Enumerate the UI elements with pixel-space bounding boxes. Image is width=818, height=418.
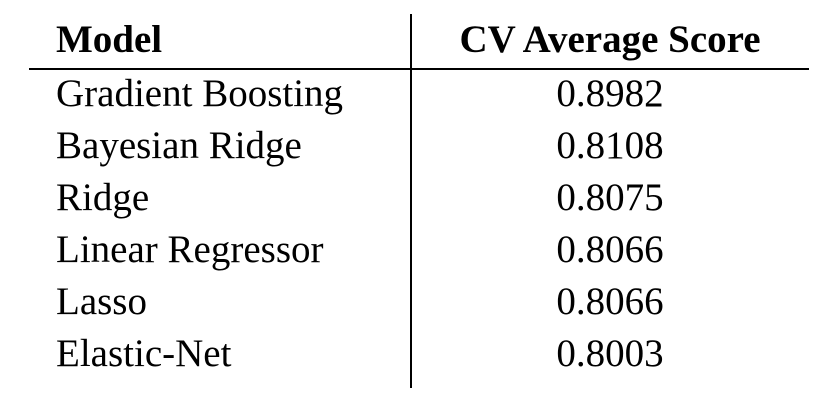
row-score: 0.8066 bbox=[556, 228, 664, 271]
row-score: 0.8075 bbox=[556, 176, 664, 219]
row-model: Elastic-Net bbox=[56, 332, 232, 375]
row-score: 0.8982 bbox=[556, 72, 664, 115]
row-model: Bayesian Ridge bbox=[56, 124, 302, 167]
row-model: Gradient Boosting bbox=[56, 72, 344, 115]
results-table: Model CV Average Score Gradient Boosting… bbox=[29, 14, 809, 388]
row-model: Linear Regressor bbox=[56, 228, 324, 271]
row-score: 0.8003 bbox=[556, 332, 664, 375]
row-score: 0.8108 bbox=[556, 124, 664, 167]
header-cv-average-score: CV Average Score bbox=[459, 18, 761, 61]
row-model: Ridge bbox=[56, 176, 150, 219]
header-rule bbox=[29, 68, 809, 70]
header-model: Model bbox=[56, 18, 163, 61]
row-score: 0.8066 bbox=[556, 280, 664, 323]
column-divider bbox=[410, 14, 412, 388]
row-model: Lasso bbox=[56, 280, 147, 323]
